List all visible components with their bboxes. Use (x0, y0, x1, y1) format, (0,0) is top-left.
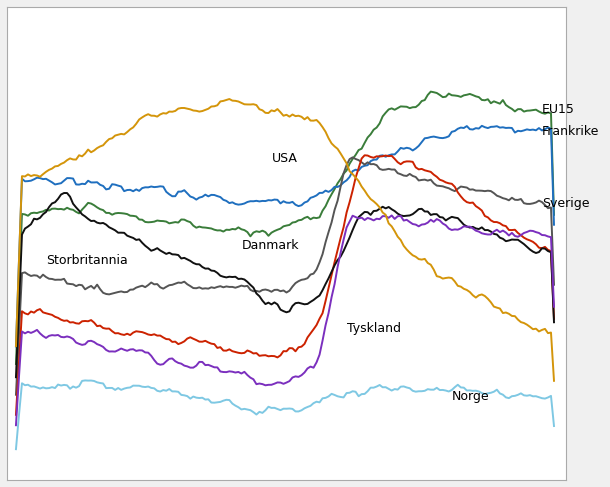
Text: Norge: Norge (452, 390, 489, 403)
Text: Frankrike: Frankrike (542, 125, 600, 138)
Text: Danmark: Danmark (242, 239, 299, 252)
Text: Tyskland: Tyskland (346, 322, 401, 335)
Text: Sverige: Sverige (542, 197, 589, 210)
Text: Storbritannia: Storbritannia (46, 254, 127, 267)
Text: EU15: EU15 (542, 103, 575, 115)
Text: USA: USA (271, 152, 297, 165)
